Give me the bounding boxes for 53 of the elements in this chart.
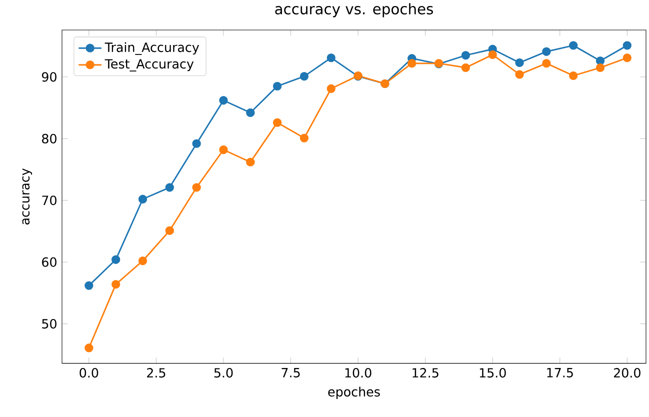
point xyxy=(515,70,524,79)
point xyxy=(165,226,174,236)
x-tick-label: 15.0 xyxy=(480,368,506,378)
x-tick-label: 0.0 xyxy=(80,368,98,378)
x-tick-label: 10.0 xyxy=(345,368,372,378)
x-axis-title: epoches xyxy=(328,386,380,400)
point xyxy=(300,134,309,143)
point xyxy=(219,96,228,105)
point xyxy=(219,146,228,154)
y-tick-label: 60 xyxy=(42,257,56,268)
point xyxy=(569,72,578,80)
point xyxy=(111,255,120,264)
point xyxy=(111,280,120,289)
point xyxy=(461,51,470,60)
point xyxy=(569,41,578,50)
x-tick-label: 20.0 xyxy=(614,368,640,378)
point xyxy=(596,56,605,66)
y-axis-title: accuracy xyxy=(22,168,32,225)
legend-label: Test_Accuracy xyxy=(104,59,194,72)
point xyxy=(246,108,255,118)
point xyxy=(596,63,605,72)
point xyxy=(272,118,282,128)
point xyxy=(542,59,551,68)
y-tick-label: 50 xyxy=(42,319,56,329)
point xyxy=(84,344,94,352)
point xyxy=(165,183,174,192)
point xyxy=(515,58,524,68)
point xyxy=(326,84,336,94)
point xyxy=(542,47,551,56)
point xyxy=(84,281,94,290)
x-tick-label: 2.5 xyxy=(147,368,166,378)
point xyxy=(192,139,201,148)
point xyxy=(408,59,416,68)
point xyxy=(461,63,470,72)
x-tick-label: 5.0 xyxy=(214,368,233,378)
point xyxy=(326,54,336,62)
point xyxy=(300,72,309,81)
x-tick-label: 17.5 xyxy=(547,368,573,378)
y-tick-label: 90 xyxy=(42,72,56,82)
y-tick-label: 70 xyxy=(42,196,56,206)
point xyxy=(622,41,632,50)
point xyxy=(272,82,282,91)
x-tick-label: 7.5 xyxy=(282,368,300,378)
point xyxy=(622,54,632,62)
point xyxy=(138,256,148,266)
point xyxy=(488,50,497,60)
chart-title: accuracy vs. epoches xyxy=(275,3,433,18)
point xyxy=(192,183,201,192)
x-tick-label: 12.5 xyxy=(412,368,438,378)
point xyxy=(246,158,255,167)
point xyxy=(138,194,148,204)
y-tick-label: 80 xyxy=(42,134,56,144)
legend-label: Train_Accuracy xyxy=(104,42,200,56)
